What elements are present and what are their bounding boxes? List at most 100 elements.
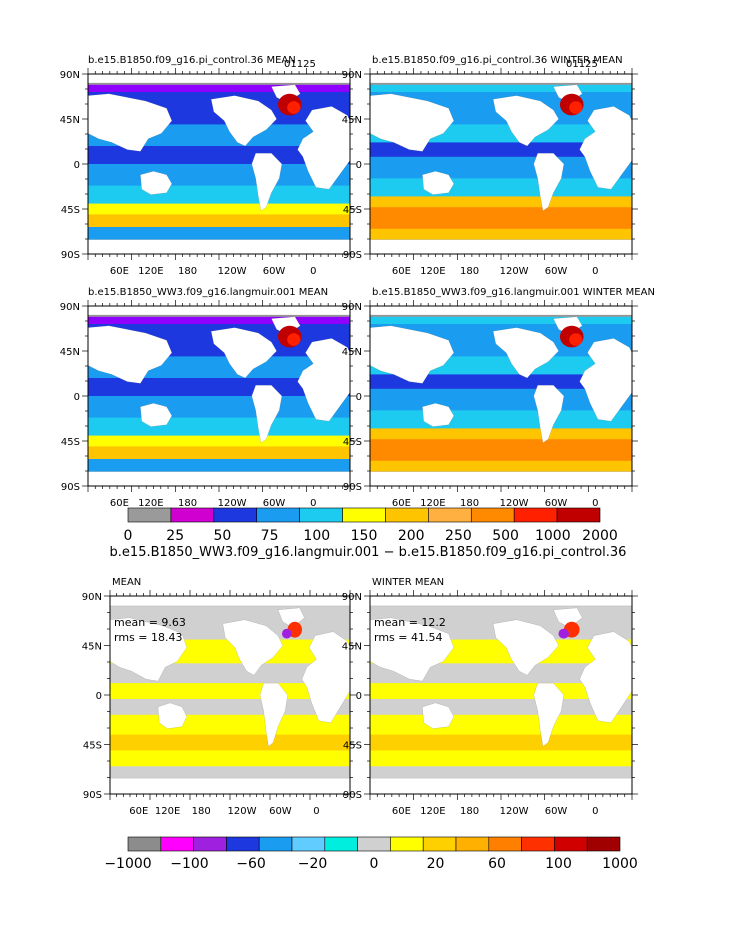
colorbar-swatch bbox=[556, 507, 601, 523]
lat-label: 45N bbox=[60, 115, 80, 126]
colorbar-swatch bbox=[160, 836, 194, 852]
map-panel-5 bbox=[110, 596, 350, 794]
colorbar-tick-label: 0 bbox=[370, 856, 379, 872]
lat-label: 90N bbox=[342, 70, 362, 81]
colorbar-swatch bbox=[422, 836, 457, 852]
lat-label: 90S bbox=[61, 482, 80, 493]
colorbar-swatch bbox=[324, 836, 358, 852]
colorbar-tick-label: 100 bbox=[303, 528, 330, 544]
lon-label: 180 bbox=[460, 266, 479, 277]
lat-label: 90S bbox=[83, 790, 102, 801]
colorbar-swatch bbox=[488, 836, 522, 852]
lat-label: 45S bbox=[343, 741, 362, 752]
lon-label: 60E bbox=[392, 498, 411, 509]
lon-label: 180 bbox=[460, 806, 479, 817]
lon-label: 0 bbox=[313, 806, 319, 817]
lon-label: 120E bbox=[420, 266, 445, 277]
map-panel-4 bbox=[370, 306, 632, 486]
lon-label: 0 bbox=[592, 498, 598, 509]
stat-rms-p6: rms = 41.54 bbox=[374, 631, 442, 644]
lon-label: 120W bbox=[228, 806, 257, 817]
colorbar-tick-label: 60 bbox=[488, 856, 506, 872]
colorbar-swatch bbox=[586, 836, 621, 852]
colorbar-top: 0 25 50 75 100 150 200 250 500 1000 2000 bbox=[124, 507, 618, 544]
lat-label: 0 bbox=[96, 691, 102, 702]
lat-label: 45S bbox=[83, 741, 102, 752]
stat-mean-p6: mean = 12.2 bbox=[374, 616, 446, 629]
map-panel-1 bbox=[88, 74, 350, 254]
lat-label: 0 bbox=[356, 160, 362, 171]
colorbar-tick-label: 100 bbox=[545, 856, 572, 872]
lon-label: 0 bbox=[310, 266, 316, 277]
panel-title-p1: b.e15.B1850.f09_g16.pi_control.36 MEAN bbox=[88, 55, 296, 66]
panel-title-p6: WINTER MEAN bbox=[372, 577, 444, 588]
colorbar-tick-label: 75 bbox=[261, 528, 279, 544]
lat-label: 90N bbox=[60, 70, 80, 81]
map-panel-6 bbox=[370, 596, 632, 794]
lon-label: 60W bbox=[545, 498, 568, 509]
lon-label: 60W bbox=[545, 266, 568, 277]
colorbar-swatch bbox=[127, 836, 162, 852]
lon-label: 120W bbox=[218, 498, 247, 509]
lon-label: 60W bbox=[545, 806, 568, 817]
colorbar-tick-label: 200 bbox=[398, 528, 425, 544]
lat-label: 45N bbox=[342, 642, 362, 653]
lat-label: 0 bbox=[356, 392, 362, 403]
lat-label: 90S bbox=[343, 790, 362, 801]
colorbar-swatch bbox=[357, 836, 391, 852]
colorbar-tick-label: 150 bbox=[351, 528, 378, 544]
colorbar-tick-label: −20 bbox=[298, 856, 328, 872]
map-panel-2 bbox=[370, 74, 632, 254]
colorbar-tick-label: 50 bbox=[213, 528, 231, 544]
lon-label: 120E bbox=[138, 266, 163, 277]
lon-label: 0 bbox=[310, 498, 316, 509]
lon-label: 60E bbox=[129, 806, 148, 817]
colorbar-swatch bbox=[127, 507, 172, 523]
colorbar-swatch bbox=[554, 836, 588, 852]
colorbar-swatch bbox=[299, 507, 343, 523]
colorbar-tick-label: 2000 bbox=[582, 528, 618, 544]
lat-label: 0 bbox=[74, 392, 80, 403]
colorbar-tick-label: 500 bbox=[492, 528, 519, 544]
lon-label: 60E bbox=[392, 266, 411, 277]
lon-label: 0 bbox=[592, 806, 598, 817]
colorbar-swatch bbox=[521, 836, 555, 852]
colorbar-swatch bbox=[193, 836, 227, 852]
colorbar-tick-label: −60 bbox=[236, 856, 266, 872]
colorbar-swatch bbox=[291, 836, 326, 852]
colorbar-tick-label: 1000 bbox=[535, 528, 571, 544]
lat-label: 45S bbox=[343, 437, 362, 448]
colorbar-swatch bbox=[256, 507, 300, 523]
colorbar-tick-label: −100 bbox=[170, 856, 208, 872]
lon-label: 60W bbox=[263, 266, 286, 277]
lat-label: 45N bbox=[342, 115, 362, 126]
panel-subtitle-p1: 01125 bbox=[284, 59, 316, 70]
colorbar-tick-label: −1000 bbox=[104, 856, 151, 872]
lon-label: 120W bbox=[500, 498, 529, 509]
lon-label: 60W bbox=[269, 806, 292, 817]
stat-rms-p5: rms = 18.43 bbox=[114, 631, 182, 644]
colorbar-tick-label: 25 bbox=[166, 528, 184, 544]
colorbar-tick-label: 20 bbox=[427, 856, 445, 872]
lat-label: 45S bbox=[61, 205, 80, 216]
colorbar-tick-label: 0 bbox=[124, 528, 133, 544]
lon-label: 180 bbox=[178, 498, 197, 509]
lat-label: 90N bbox=[82, 592, 102, 603]
colorbar-tick-label: 1000 bbox=[602, 856, 638, 872]
stat-mean-p5: mean = 9.63 bbox=[114, 616, 186, 629]
lat-label: 45S bbox=[343, 205, 362, 216]
lon-label: 120W bbox=[500, 266, 529, 277]
colorbar-swatch bbox=[455, 836, 490, 852]
lon-label: 120E bbox=[420, 498, 445, 509]
colorbar-swatch bbox=[342, 507, 386, 523]
lat-label: 0 bbox=[356, 691, 362, 702]
map-panel-3 bbox=[88, 306, 350, 486]
lon-label: 180 bbox=[460, 498, 479, 509]
lat-label: 45N bbox=[82, 642, 102, 653]
colorbar-swatch bbox=[513, 507, 558, 523]
colorbar-bottom: −1000 −100 −60 −20 0 20 60 100 1000 bbox=[104, 836, 638, 872]
colorbar-swatch bbox=[226, 836, 260, 852]
colorbar-swatch bbox=[170, 507, 215, 523]
panel-title-p3: b.e15.B1850_WW3.f09_g16.langmuir.001 MEA… bbox=[88, 287, 328, 298]
